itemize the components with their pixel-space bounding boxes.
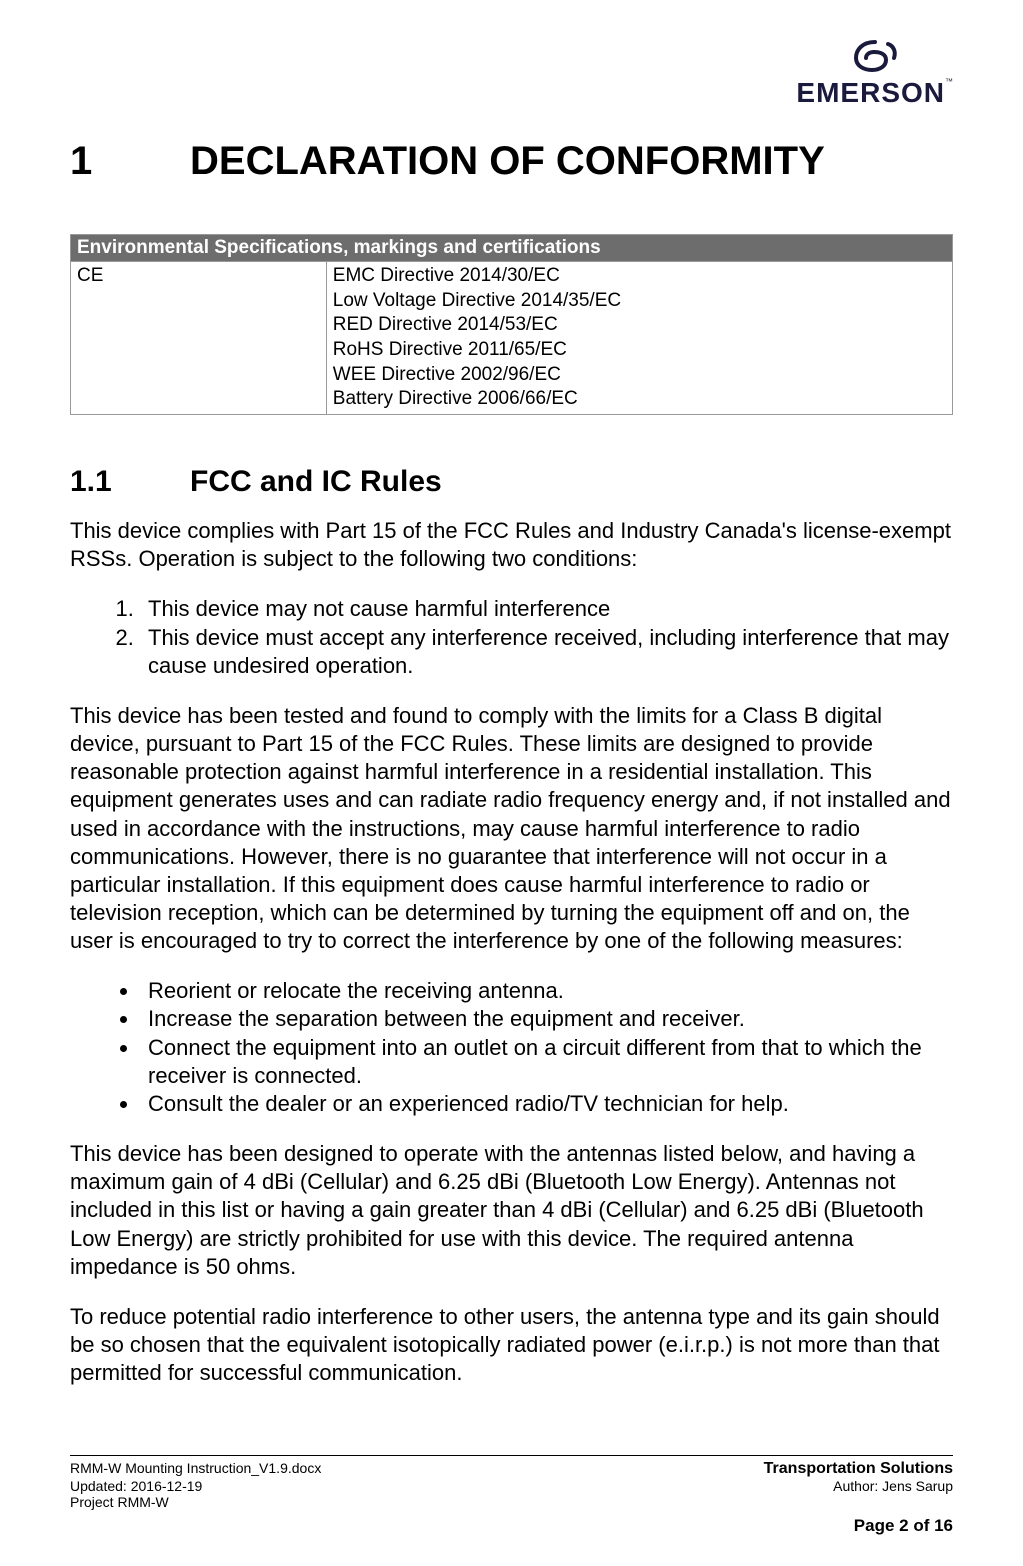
footer-author: Author: Jens Sarup bbox=[833, 1478, 953, 1494]
spec-table-header: Environmental Specifications, markings a… bbox=[71, 235, 953, 262]
directive-row: RED Directive 2014/53/EC bbox=[333, 313, 946, 338]
paragraph-fcc-class-b: This device has been tested and found to… bbox=[70, 702, 953, 955]
paragraph-eirp: To reduce potential radio interference t… bbox=[70, 1303, 953, 1387]
footer-page-number: Page 2 of 16 bbox=[70, 1516, 953, 1536]
logo-tm: ™ bbox=[945, 77, 953, 86]
spec-table: Environmental Specifications, markings a… bbox=[70, 234, 953, 415]
measure-item: Consult the dealer or an experienced rad… bbox=[140, 1090, 953, 1118]
directive-row: Battery Directive 2006/66/EC bbox=[333, 387, 946, 412]
footer-file: RMM-W Mounting Instruction_V1.9.docx bbox=[70, 1460, 321, 1478]
heading-2-num: 1.1 bbox=[70, 465, 190, 499]
heading-2-text: FCC and IC Rules bbox=[190, 465, 442, 498]
footer-project: Project RMM-W bbox=[70, 1494, 169, 1510]
heading-2: 1.1FCC and IC Rules bbox=[70, 465, 953, 499]
measures-list: Reorient or relocate the receiving anten… bbox=[140, 977, 953, 1118]
spec-table-col1: CE bbox=[71, 262, 327, 415]
measure-item: Reorient or relocate the receiving anten… bbox=[140, 977, 953, 1005]
emerson-swirl-icon bbox=[850, 40, 900, 72]
heading-1-num: 1 bbox=[70, 139, 190, 184]
condition-item: This device may not cause harmful interf… bbox=[140, 595, 953, 623]
directive-row: EMC Directive 2014/30/EC bbox=[333, 264, 946, 289]
paragraph-intro: This device complies with Part 15 of the… bbox=[70, 517, 953, 573]
condition-item: This device must accept any interference… bbox=[140, 624, 953, 680]
measure-item: Increase the separation between the equi… bbox=[140, 1005, 953, 1033]
footer-dept: Transportation Solutions bbox=[764, 1460, 953, 1478]
directive-row: RoHS Directive 2011/65/EC bbox=[333, 338, 946, 363]
logo-brand: EMERSON bbox=[796, 77, 945, 108]
spec-table-directives: EMC Directive 2014/30/EC Low Voltage Dir… bbox=[326, 262, 952, 415]
heading-1-text: DECLARATION OF CONFORMITY bbox=[190, 139, 825, 183]
heading-1: 1DECLARATION OF CONFORMITY bbox=[70, 139, 953, 184]
directive-row: WEE Directive 2002/96/EC bbox=[333, 363, 946, 388]
paragraph-antenna: This device has been designed to operate… bbox=[70, 1140, 953, 1281]
logo-area: EMERSON™ bbox=[70, 40, 953, 109]
directive-row: Low Voltage Directive 2014/35/EC bbox=[333, 289, 946, 314]
footer-updated: Updated: 2016-12-19 bbox=[70, 1478, 202, 1494]
page-footer: RMM-W Mounting Instruction_V1.9.docx Tra… bbox=[70, 1455, 953, 1536]
conditions-list: This device may not cause harmful interf… bbox=[140, 595, 953, 679]
measure-item: Connect the equipment into an outlet on … bbox=[140, 1034, 953, 1090]
